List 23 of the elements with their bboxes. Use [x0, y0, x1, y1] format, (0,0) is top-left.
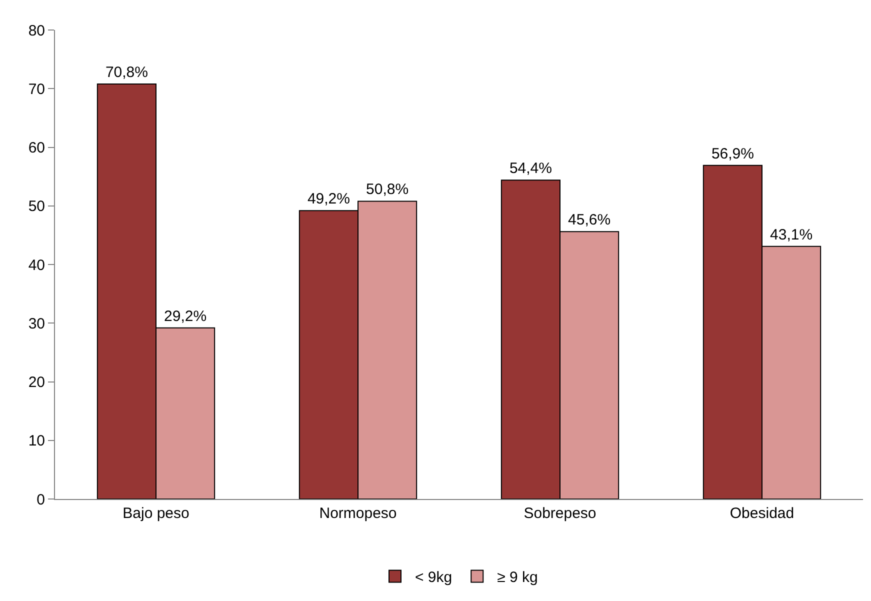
data-label: 54,4%: [509, 160, 552, 178]
y-tick-label: 40: [28, 256, 45, 274]
y-tick-label: 70: [28, 80, 45, 98]
y-tick-label: 80: [28, 22, 45, 40]
x-tick-label: Normopeso: [319, 505, 397, 522]
y-tick-label: 30: [28, 315, 45, 332]
data-label: 56,9%: [711, 145, 754, 162]
legend-label: ≥ 9 kg: [497, 569, 538, 586]
data-label: 50,8%: [366, 181, 409, 198]
data-label: 29,2%: [164, 308, 207, 325]
data-label: 49,2%: [307, 190, 350, 208]
data-label: 43,1%: [770, 226, 813, 244]
data-label: 45,6%: [568, 212, 611, 229]
y-tick-label: 10: [28, 432, 45, 450]
y-tick-label: 60: [28, 140, 45, 156]
y-tick-label: 20: [28, 374, 45, 391]
y-tick-label: 50: [28, 198, 45, 216]
x-tick-label: Bajo peso: [122, 505, 190, 522]
legend-label: < 9kg: [415, 569, 452, 586]
data-label: 70,8%: [105, 64, 148, 81]
x-tick-label: Sobrepeso: [524, 505, 596, 522]
x-tick-label: Obesidad: [730, 505, 794, 522]
y-tick-label: 0: [36, 491, 45, 508]
